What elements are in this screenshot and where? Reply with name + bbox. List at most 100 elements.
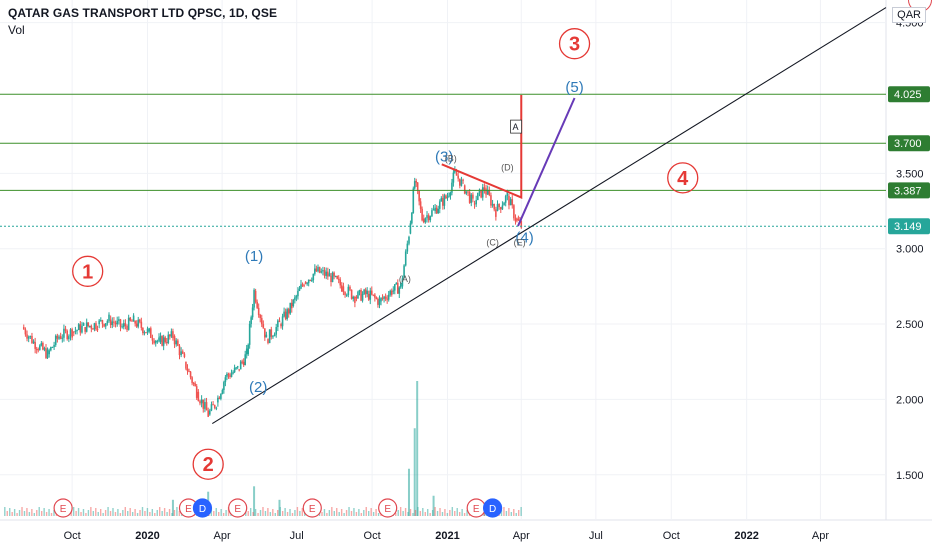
price-candle-body [167,334,170,343]
price-candle-body [77,324,80,331]
volume-bar [407,468,410,516]
gray-wave-label: (A) [399,274,411,284]
volume-bar [171,513,173,516]
dividend-marker [482,498,503,518]
price-candle-body [138,319,141,322]
price-candle-body [104,323,107,327]
currency-badge[interactable]: QAR [892,7,926,23]
price-candle-body [248,323,251,345]
volume-bar [252,512,254,516]
price-candle-body [509,199,512,206]
price-candle-body [393,284,396,291]
volume-bar [434,507,436,516]
price-candle-body [114,322,117,325]
volume-bar [222,513,225,516]
price-candle-body [370,290,373,295]
volume-bar [161,511,163,516]
volume-bar [365,507,367,516]
price-candle-body [462,179,464,181]
x-tick-label: Apr [812,530,829,542]
price-candle-body [404,251,407,266]
price-candle-body [165,342,168,344]
price-candle-body [412,188,415,213]
price-candle-body [100,320,102,322]
x-axis-band [0,520,932,550]
price-candle-body [239,361,242,370]
x-tick-label: Oct [64,530,81,542]
price-candle-body [440,198,443,202]
volume-bar [249,508,252,516]
volume-indicator-label[interactable]: Vol [8,23,25,37]
price-candle-body [59,336,62,339]
price-candle-body [303,285,305,287]
price-candle-body [82,323,85,326]
price-candle-body [496,203,499,212]
price-candle-body [81,325,83,333]
volume-bar [102,513,104,516]
volume-bar [286,512,289,516]
price-candle-body [310,280,313,282]
volume-bar [412,513,414,516]
volume-bar [107,507,109,516]
volume-bar [36,510,38,516]
price-candle-body [327,271,329,277]
price-candle-body [506,192,509,196]
volume-bar [75,511,77,516]
volume-bar [21,507,23,516]
price-candle-body [355,296,358,299]
price-candle-body [90,325,93,329]
event-marker-label: D [489,504,496,515]
price-candle-body [403,265,405,279]
volume-bar [328,510,331,516]
price-candle-body [132,315,135,322]
volume-bar [26,508,28,516]
price-candle-body [37,349,40,351]
price-candle-body [435,207,438,214]
price-candle-body [215,407,218,409]
symbol-title[interactable]: QATAR GAS TRANSPORT LTD QPSC, 1D, QSE [8,6,278,20]
blue-wave-label: (3) [435,148,453,165]
red-wave-label: 4 [677,168,689,190]
earnings-marker [378,498,398,518]
price-candle-body [315,268,318,272]
volume-bar [505,511,508,516]
volume-bar [144,511,146,516]
price-candle-body [432,209,435,211]
volume-bar [117,509,119,516]
price-candle-body [27,336,30,339]
price-candle-body [495,209,497,217]
price-candle-body [199,401,201,404]
price-candle-body [396,282,399,294]
volume-bar [171,499,174,516]
price-candle-body [307,279,310,284]
price-candle-body [257,307,260,315]
price-candle-body [191,377,193,383]
price-candle-body [134,321,136,324]
price-candle-body [520,221,523,228]
volume-bar [178,511,181,516]
price-candle-body [477,192,479,201]
price-candle-body [38,345,41,350]
price-candle-body [309,279,312,281]
volume-bar [458,512,461,516]
price-candle-body [194,383,196,387]
price-candle-body [427,215,430,221]
volume-bar [333,511,335,516]
price-candle-body [438,201,441,209]
price-candle-body [260,318,263,325]
price-candle-body [178,345,181,356]
price-candle-body [364,289,367,295]
price-candle-body [392,290,395,292]
price-candle-body [437,208,440,214]
blue-wave-label: (4) [515,230,533,247]
price-candle-body [318,266,321,273]
volume-bar [358,509,360,516]
price-candle-body [210,404,213,411]
price-candle-body [513,205,515,219]
price-level-label: 3.387 [894,185,922,197]
volume-bar [257,513,259,516]
volume-bar [350,511,353,516]
price-candle-body [98,320,100,325]
